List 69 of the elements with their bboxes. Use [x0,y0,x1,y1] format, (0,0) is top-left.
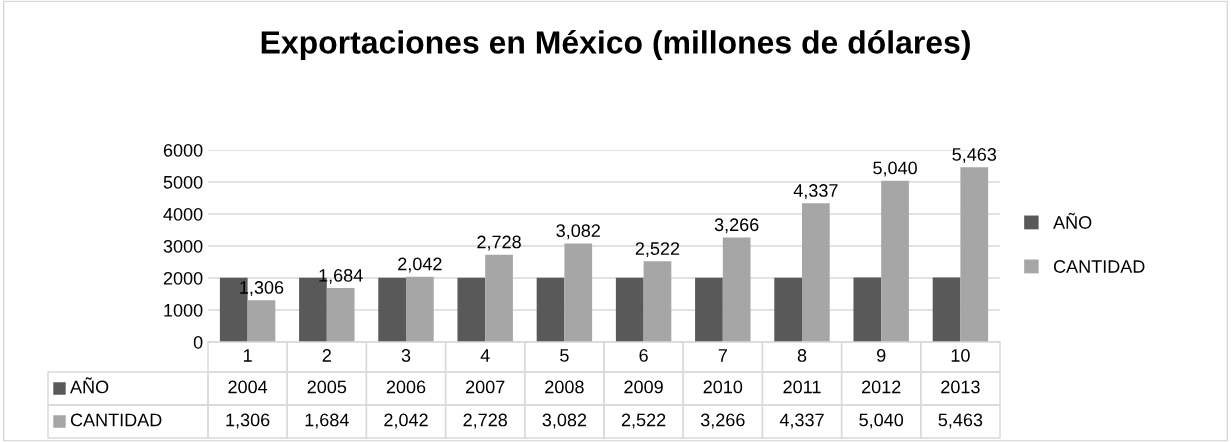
bar [853,277,882,342]
x-tick-label: 7 [718,349,727,362]
data-label: 1,306 [226,413,270,429]
x-tick-label: 1 [243,349,252,362]
bar [774,277,802,342]
x-tick-label: 9 [877,349,886,362]
x-tick-label: 4 [480,349,490,362]
data-label: 2005 [307,380,347,394]
bar [960,167,989,342]
text: 4,337 [793,184,838,199]
data-label: 2004 [228,380,268,394]
text: 3,266 [714,218,759,234]
text: 5,463 [952,148,997,163]
y-tick-label: 4000 [163,207,203,221]
y-tick-label: 0 [193,335,203,349]
data-label: 4,337 [779,413,824,429]
x-tick-label: 8 [797,349,807,362]
data-label: 1,684 [305,413,349,429]
data-label: 2006 [386,380,426,394]
bar [695,277,723,342]
text: CANTIDAD [70,413,162,427]
text: 2,728 [477,235,521,251]
x-tick-label: 6 [639,349,648,362]
chart-title: Exportaciones en México (millones de dólares) [261,29,970,61]
bar [378,277,406,342]
bar [932,277,961,342]
data-label: 2,522 [621,413,666,429]
y-tick-label: 2000 [163,271,203,285]
x-tick-label: 2 [322,349,331,362]
text: 5,040 [873,161,917,177]
data-label: 5,040 [859,413,904,429]
y-tick-label: 1000 [164,303,203,317]
bar [326,288,355,342]
bar [802,203,830,342]
y-tick-label: 6000 [163,143,203,157]
text: 3,082 [556,224,600,240]
bar [536,277,565,342]
bar [881,180,909,342]
y-tick-label: 3000 [163,239,203,253]
data-label: 2,042 [384,413,428,429]
data-label: 5,463 [938,413,983,429]
bar [247,300,276,342]
data-label: 2007 [466,380,505,394]
bar [406,276,434,342]
bar [722,237,751,342]
legend-label: CANTIDAD [1053,260,1145,273]
text: 1,684 [319,268,363,284]
data-label: 2012 [862,380,901,394]
data-label: 2,728 [463,413,508,429]
data-label: 3,266 [700,413,745,429]
text: 2,042 [398,257,442,273]
legend-label: AÑO [1053,212,1092,229]
data-label: 2008 [545,380,584,394]
data-label: 2010 [703,380,743,394]
bar [615,277,644,342]
y-tick-label: 5000 [163,175,203,189]
bar [457,277,486,342]
bar [564,243,593,342]
data-label: 2011 [783,380,821,394]
x-tick-label: 3 [401,349,411,362]
text: AÑO [70,377,109,394]
text: 2,522 [635,242,680,258]
bar [643,261,672,342]
bar [485,254,513,342]
x-tick-label: 10 [951,349,970,362]
data-label: 2013 [941,380,980,394]
data-label: 3,082 [542,413,587,429]
data-label: 2009 [624,380,663,394]
x-tick-label: 5 [560,349,569,362]
